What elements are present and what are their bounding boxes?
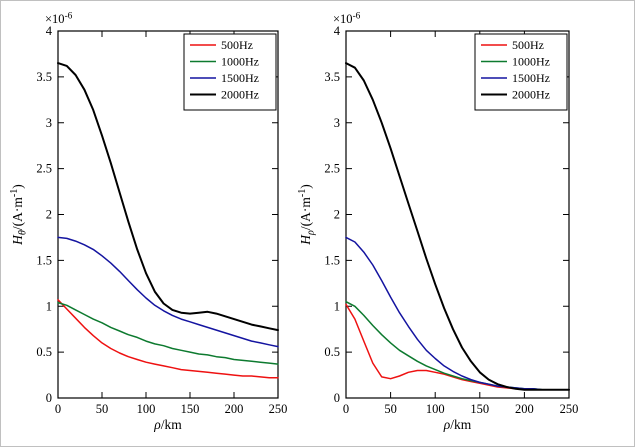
x-tick-label: 100 — [426, 402, 445, 416]
x-tick-label: 200 — [515, 402, 534, 416]
y-tick-label: 3 — [46, 116, 52, 130]
x-tick-label: 50 — [96, 402, 109, 416]
x-tick-label: 0 — [343, 402, 349, 416]
x-tick-label: 200 — [225, 402, 244, 416]
legend-label: 1500Hz — [512, 71, 550, 85]
ticks — [345, 30, 570, 399]
legend-entry-1500hz: 1500Hz — [190, 71, 259, 85]
legend-entry-500hz: 500Hz — [481, 38, 544, 52]
y-tick-label: 2.5 — [324, 162, 340, 176]
x-axis-label: ρ/km — [443, 417, 472, 432]
y-tick-label: 3.5 — [36, 70, 52, 84]
series-line-2000hz — [345, 62, 570, 391]
y-tick-label: 0.5 — [36, 345, 52, 359]
y-tick-label: 1 — [46, 299, 52, 313]
y-tick-label: 2 — [46, 208, 52, 222]
legend-label: 1000Hz — [512, 55, 550, 69]
y-tick-label: 4 — [46, 24, 53, 38]
chart-0: 0 50 100 150 200 250 0 0.5 1 1.5 2 2.5 3 3.5 4×10-6 Hθ/… — [9, 12, 287, 433]
y-tick-label: 2.5 — [36, 162, 52, 176]
y-tick-label: 0 — [46, 391, 52, 405]
series-line-1000hz — [57, 301, 279, 365]
series-line-500hz — [57, 299, 279, 379]
y-tick-label: 2 — [334, 208, 340, 222]
y-axis-label: Hθ/(A·m-1) — [9, 184, 28, 246]
y-scale-label: ×10-6 — [333, 12, 361, 27]
y-tick-label: 0.5 — [324, 345, 340, 359]
series-line-1500hz — [57, 236, 279, 348]
y-scale-label: ×10-6 — [45, 12, 73, 27]
legend-label: 2000Hz — [512, 88, 550, 102]
legend-label: 1500Hz — [221, 71, 259, 85]
legend-label: 500Hz — [512, 38, 544, 52]
x-tick-label: 250 — [269, 402, 288, 416]
y-tick-label: 0 — [334, 391, 340, 405]
legend: 500Hz 1000Hz 1500Hz 2000Hz — [474, 33, 568, 111]
y-tick-label: 1 — [334, 299, 340, 313]
legend-entry-2000hz: 2000Hz — [190, 88, 259, 102]
y-tick-label: 3 — [334, 116, 340, 130]
y-tick-label: 4 — [334, 24, 341, 38]
x-tick-label: 250 — [560, 402, 579, 416]
legend-box — [474, 33, 568, 111]
y-tick-label: 1.5 — [324, 253, 340, 267]
x-tick-label: 150 — [470, 402, 489, 416]
y-tick-label: 1.5 — [36, 253, 52, 267]
x-tick-label: 100 — [137, 402, 156, 416]
legend-entry-1000hz: 1000Hz — [190, 55, 259, 69]
legend-entry-1000hz: 1000Hz — [481, 55, 550, 69]
x-tick-label: 50 — [384, 402, 397, 416]
legend-entry-2000hz: 2000Hz — [481, 88, 550, 102]
series-line-2000hz — [57, 62, 279, 332]
chart-1: 0 50 100 150 200 250 0 0.5 1 1.5 2 2.5 3 3.5 4×10-6 Hρ/… — [297, 12, 578, 433]
x-tick-label: 150 — [181, 402, 200, 416]
y-axis-label: Hρ/(A·m-1) — [297, 184, 316, 246]
x-tick-label: 0 — [55, 402, 61, 416]
legend-label: 1000Hz — [221, 55, 259, 69]
y-tick-label: 3.5 — [324, 70, 340, 84]
legend-box — [183, 33, 277, 111]
legend-label: 2000Hz — [221, 88, 259, 102]
legend-entry-1500hz: 1500Hz — [481, 71, 550, 85]
x-axis-label: ρ/km — [153, 417, 182, 432]
legend-entry-500hz: 500Hz — [190, 38, 253, 52]
legend-label: 500Hz — [221, 38, 253, 52]
legend: 500Hz 1000Hz 1500Hz 2000Hz — [183, 33, 277, 111]
